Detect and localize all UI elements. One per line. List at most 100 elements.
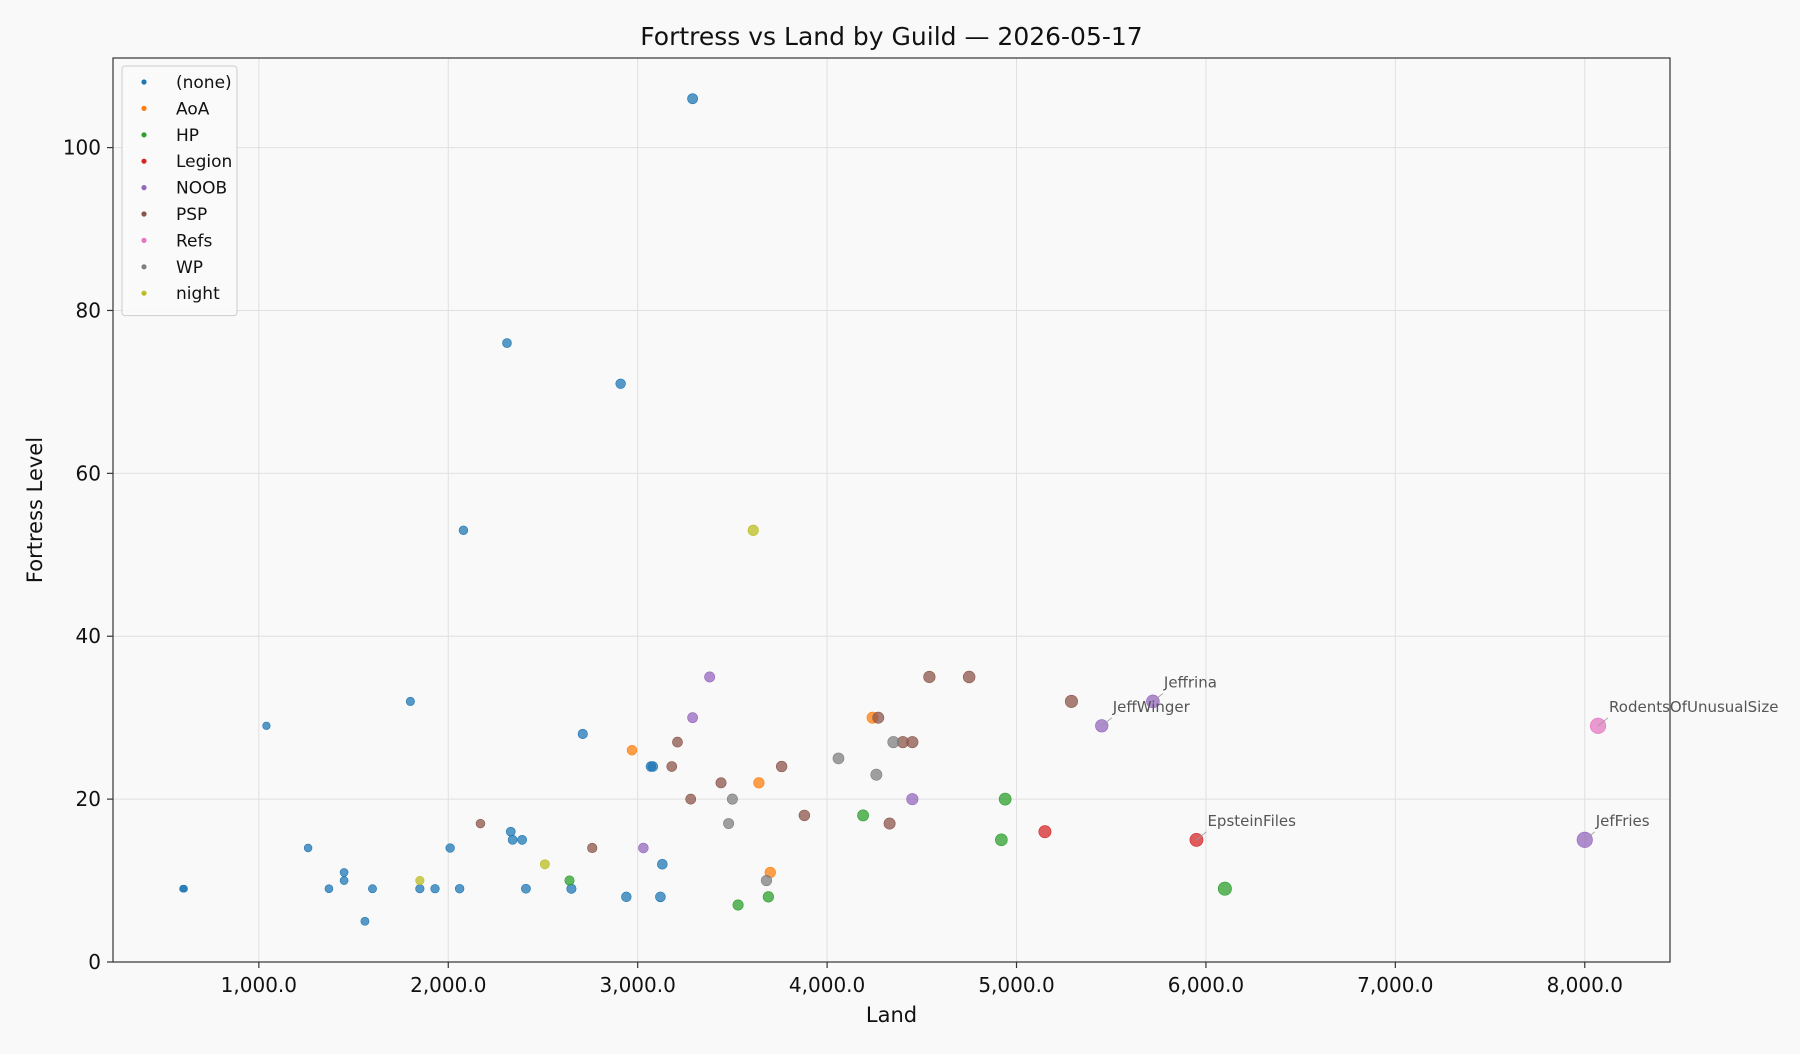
annotation-leader [1584,831,1596,841]
data-point [723,818,735,830]
legend-label: night [176,284,220,304]
data-point [415,884,425,894]
annotation-leader [1152,693,1164,702]
data-point [324,884,334,893]
legend-label: WP [176,258,203,278]
annotation-leader [1196,831,1207,841]
series-legion [1038,825,1204,847]
y-tick-label: 80 [76,298,101,322]
data-point [566,883,577,894]
data-point [715,777,727,789]
data-point [732,899,744,911]
data-point [1064,694,1078,708]
data-points [179,93,1607,926]
x-tick-label: 5,000.0 [978,973,1054,997]
data-point [747,524,759,536]
annotation-leader [1101,717,1113,727]
data-point [505,826,516,837]
legend-marker [141,290,147,296]
data-point [445,843,455,853]
series-none [179,93,698,926]
legend-box [121,65,238,317]
y-tick-label: 100 [63,136,101,160]
legend-marker [141,211,147,217]
legend-label: PSP [176,205,207,225]
data-point [666,761,678,772]
legend-marker [141,158,147,164]
plot-frame [112,57,1671,963]
legend-marker [141,185,147,191]
data-point [458,525,469,536]
data-point [657,858,668,870]
data-point [521,883,531,894]
data-point [539,859,550,870]
data-point [887,736,900,749]
x-axis-ticks: 1,000.0 2,000.0 3,000.0 4,000.0 5,000.0 6,000… [221,962,1623,997]
point-annotation: Jeffrina [1163,673,1217,691]
data-point [906,736,919,749]
data-point [405,696,415,706]
data-point [430,884,440,894]
data-point [687,712,698,724]
data-point [621,891,632,903]
data-point [798,809,811,822]
data-point [870,768,883,781]
legend-label: (none) [176,73,232,93]
data-point [454,884,465,894]
data-point [762,891,774,903]
series-wp [723,736,900,887]
data-point [962,670,976,684]
legend-label: Refs [176,231,212,251]
legend-label: HP [176,126,199,146]
series-hp [564,792,1232,911]
data-point [760,874,773,887]
data-point [626,745,638,756]
data-point [753,777,765,789]
y-tick-label: 40 [76,624,101,648]
grid [113,58,1670,963]
x-tick-label: 2,000.0 [410,973,486,997]
legend-marker [141,264,147,270]
annotation-leader [1597,717,1609,727]
data-point [726,793,738,805]
x-tick-label: 1,000.0 [221,973,297,997]
data-point [303,843,313,853]
legend-label: Legion [176,152,232,172]
data-point [998,792,1012,806]
y-axis-label: Fortress Level [23,437,47,583]
legend-marker [141,105,147,111]
legend-label: NOOB [176,179,227,199]
data-point [475,818,486,829]
legend-marker [141,132,147,138]
legend-label: AoA [176,99,210,119]
point-annotation: JeffWinger [1112,698,1191,716]
y-axis-ticks: 0 20 40 60 80 100 [63,136,113,974]
legend-marker [141,79,147,85]
data-point [339,876,349,885]
data-point [995,833,1008,847]
y-tick-label: 0 [88,950,101,974]
legend: (none) AoA HP Legion NOOB PSP Refs WP night [121,65,238,317]
data-point [704,671,716,683]
data-point [923,670,936,684]
data-point [872,711,885,724]
series-psp [475,670,1078,854]
data-point [883,817,896,830]
y-tick-label: 20 [76,787,101,811]
point-annotation: EpsteinFiles [1207,812,1296,830]
x-tick-label: 7,000.0 [1357,973,1433,997]
point-annotation: JefFries [1595,812,1650,830]
data-point [687,93,698,105]
data-point [672,736,683,748]
data-point [615,378,626,389]
annotations: Jeffrina JeffWinger RodentsOfUnusualSize Ep… [1101,673,1778,841]
data-point [1038,825,1052,839]
point-annotation: RodentsOfUnusualSize [1609,698,1778,716]
data-point [775,760,788,773]
data-point [360,916,370,926]
x-tick-label: 6,000.0 [1168,973,1244,997]
data-point [262,721,271,730]
x-tick-label: 4,000.0 [789,973,865,997]
